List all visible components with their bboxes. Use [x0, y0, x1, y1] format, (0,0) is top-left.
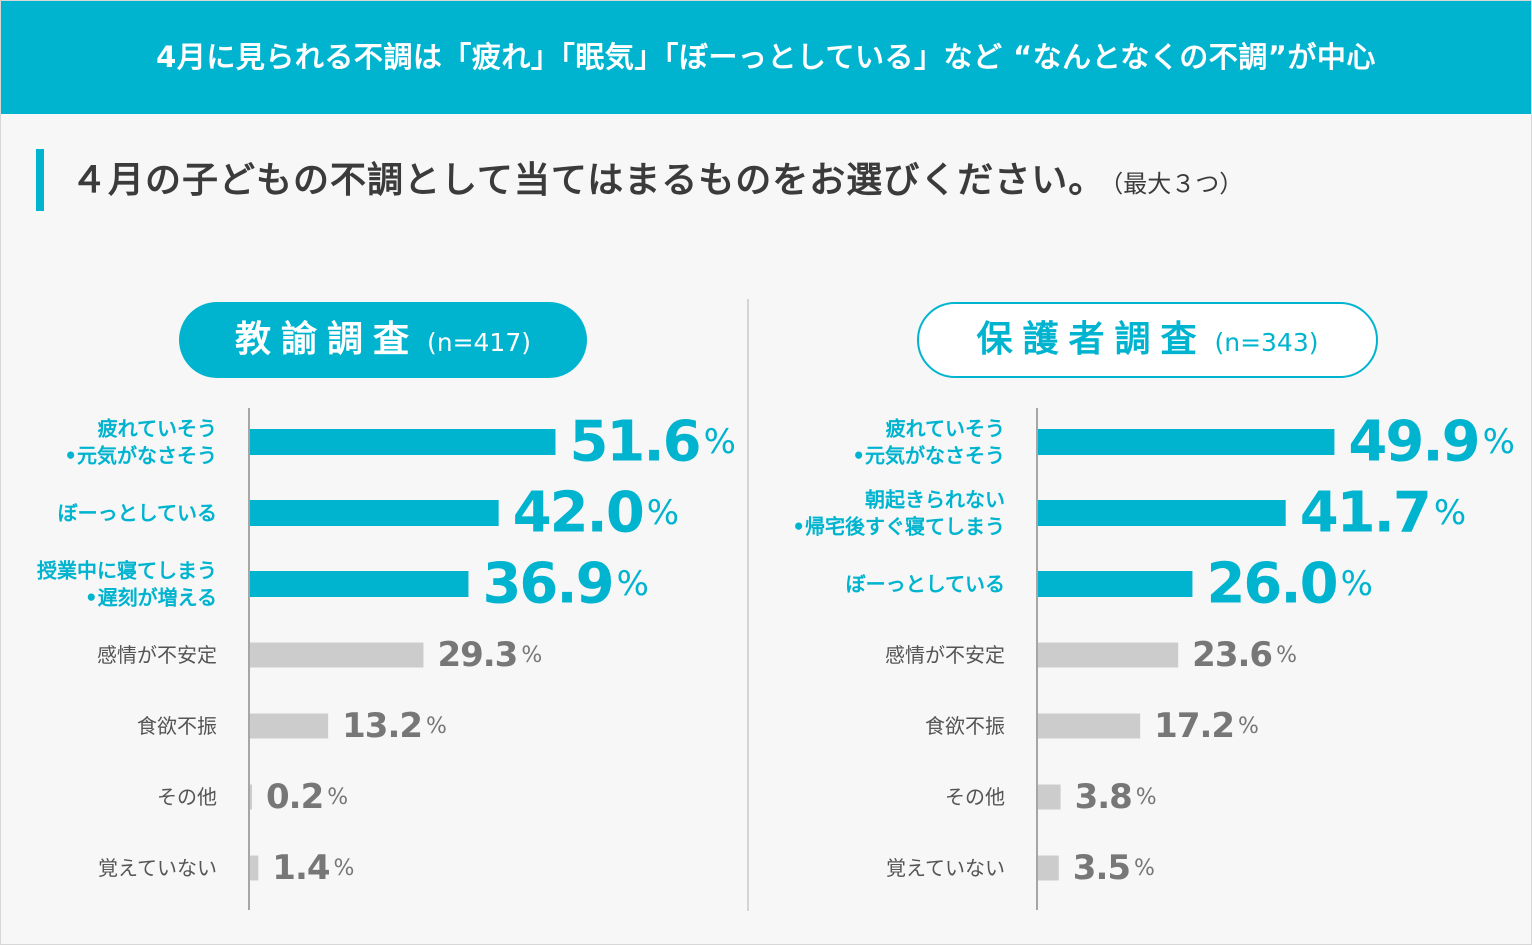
- title-banner: [1, 1, 1531, 114]
- teacher-category-label: 授業中に寝てしまう: [37, 559, 217, 583]
- teacher-category-label: 食欲不振: [137, 714, 217, 738]
- parent-value-label: 17.2%: [1154, 706, 1259, 746]
- parent-category-label: 食欲不振: [925, 714, 1005, 738]
- parent-bar: [1038, 713, 1141, 739]
- parent-value-label: 3.8%: [1075, 777, 1157, 817]
- parent-value-label: 26.0%: [1206, 552, 1372, 617]
- panel-divider: [747, 299, 749, 911]
- teacher-bar: [250, 642, 424, 668]
- parent-category-label: •元気がなさそう: [852, 444, 1005, 468]
- parent-bar: [1038, 855, 1059, 881]
- parent-value-label: 41.7%: [1300, 481, 1466, 546]
- teacher-category-label: 感情が不安定: [97, 643, 217, 667]
- teacher-value-label: 36.9%: [482, 552, 648, 617]
- parent-value-unit: %: [1434, 493, 1466, 533]
- parent-category-label: 覚えていない: [886, 856, 1005, 880]
- parent-value-label: 23.6%: [1192, 635, 1297, 675]
- teacher-category-label: •遅刻が増える: [85, 586, 217, 610]
- teacher-bar: [250, 571, 469, 597]
- teacher-category-label: その他: [157, 785, 217, 809]
- teacher-value-unit: %: [617, 564, 649, 604]
- parent-category-label: 感情が不安定: [885, 643, 1005, 667]
- parent-value-unit: %: [1341, 564, 1373, 604]
- parent-value-label: 49.9%: [1348, 410, 1514, 475]
- teacher-value-label: 51.6%: [569, 410, 735, 475]
- teacher-value-label: 1.4%: [272, 848, 354, 888]
- teacher-category-label: 覚えていない: [98, 856, 217, 880]
- teacher-value-label: 0.2%: [266, 777, 348, 817]
- parent-value-unit: %: [1276, 643, 1297, 668]
- teacher-category-label: •元気がなさそう: [64, 444, 217, 468]
- parent-survey-title: 保護者調査: [976, 319, 1207, 360]
- teacher-survey-sample: (n=417): [426, 328, 532, 357]
- parent-category-label: ぼーっとしている: [846, 572, 1005, 596]
- parent-value-label: 3.5%: [1073, 848, 1155, 888]
- parent-category-label: その他: [945, 785, 1005, 809]
- parent-value-unit: %: [1238, 714, 1259, 739]
- teacher-category-label: ぼーっとしている: [58, 501, 217, 525]
- teacher-category-label: 疲れていそう: [98, 417, 217, 441]
- teacher-survey-pill: 教諭調査 (n=417): [179, 302, 587, 378]
- parent-bar: [1038, 784, 1061, 810]
- teacher-value-unit: %: [334, 856, 355, 881]
- teacher-survey-title: 教諭調査: [234, 319, 419, 360]
- teacher-bar: [250, 713, 329, 739]
- question-accent-bar: [36, 149, 44, 211]
- teacher-value-unit: %: [521, 643, 542, 668]
- question-note: （最大３つ）: [1111, 170, 1244, 198]
- banner-title: 4月に見られる不調は「疲れ」「眠気」「ぼーっとしている」など “なんとなくの不調…: [156, 40, 1376, 74]
- teacher-value-unit: %: [647, 493, 679, 533]
- question: ４月の子どもの不調として当てはまるものをお選びください。 （最大３つ）: [71, 153, 1243, 209]
- parent-bar: [1038, 500, 1286, 526]
- teacher-value-unit: %: [704, 422, 736, 462]
- teacher-value-label: 13.2%: [342, 706, 447, 746]
- teacher-value-unit: %: [327, 785, 348, 810]
- parent-bar: [1038, 429, 1335, 455]
- parent-value-unit: %: [1483, 422, 1515, 462]
- parent-category-label: •帰宅後すぐ寝てしまう: [792, 515, 1005, 539]
- teacher-bar: [250, 784, 252, 810]
- parent-bar: [1038, 571, 1193, 597]
- parent-category-label: 疲れていそう: [886, 417, 1005, 441]
- teacher-value-label: 42.0%: [513, 481, 679, 546]
- teacher-bar: [250, 429, 556, 455]
- teacher-value-unit: %: [426, 714, 447, 739]
- parent-value-unit: %: [1134, 856, 1155, 881]
- parent-survey-pill: 保護者調査 (n=343): [917, 302, 1378, 378]
- parent-value-unit: %: [1136, 785, 1157, 810]
- parent-bar: [1038, 642, 1179, 668]
- parent-survey-sample: (n=343): [1214, 328, 1319, 357]
- question-text: ４月の子どもの不調として当てはまるものをお選びください。: [71, 160, 1106, 201]
- teacher-bar: [250, 500, 499, 526]
- teacher-bar: [250, 855, 259, 881]
- teacher-value-label: 29.3%: [437, 635, 542, 675]
- parent-category-label: 朝起きられない: [865, 488, 1005, 512]
